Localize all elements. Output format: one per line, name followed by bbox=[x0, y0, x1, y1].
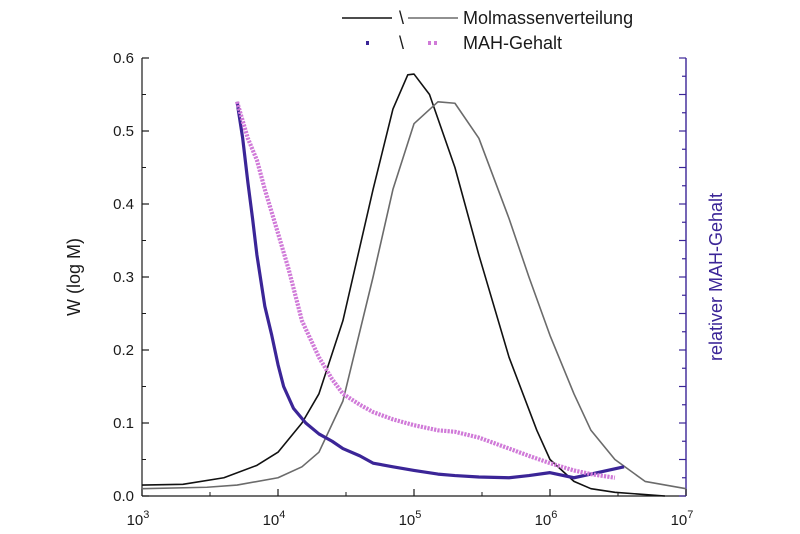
x-tick-label: 105 bbox=[399, 509, 422, 529]
x-tick-label: 103 bbox=[127, 509, 150, 529]
x-tick-label: 104 bbox=[263, 509, 286, 529]
x-tick-label: 107 bbox=[671, 509, 694, 529]
series-line-mw-b bbox=[141, 101, 687, 490]
series-layer bbox=[141, 73, 687, 497]
legend-separator-mah: \ bbox=[399, 33, 404, 53]
y-tick-label: 0.6 bbox=[113, 50, 134, 67]
legend-label-mah-gehalt: MAH-Gehalt bbox=[463, 33, 562, 53]
y-ticks: 0.0 0.1 0.2 0.3 0.4 0.5 0.6 bbox=[113, 50, 149, 505]
series-line-mah-b bbox=[235, 101, 616, 480]
right-axis-title: relativer MAH-Gehalt bbox=[706, 193, 726, 361]
y-tick-label: 0.2 bbox=[113, 342, 134, 359]
y-tick-label: 0.1 bbox=[113, 415, 134, 432]
y-tick-label: 0.0 bbox=[113, 488, 134, 505]
y-tick-label: 0.3 bbox=[113, 269, 134, 286]
legend-label-molmassenverteilung: Molmassenverteilung bbox=[463, 8, 633, 28]
y-tick-label: 0.4 bbox=[113, 196, 134, 213]
y-axis-title: W (log M) bbox=[64, 238, 84, 316]
series-line-mw-a bbox=[141, 73, 665, 497]
legend: \ Molmassenverteilung \ MAH-Gehalt bbox=[342, 8, 633, 53]
y-tick-label: 0.5 bbox=[113, 123, 134, 140]
x-ticks: 103 104 105 106 107 bbox=[127, 489, 694, 529]
legend-separator-mw: \ bbox=[399, 8, 404, 28]
right-axis-ticks bbox=[679, 57, 686, 497]
x-tick-label: 106 bbox=[535, 509, 558, 529]
series-line-mah-a bbox=[235, 101, 625, 480]
